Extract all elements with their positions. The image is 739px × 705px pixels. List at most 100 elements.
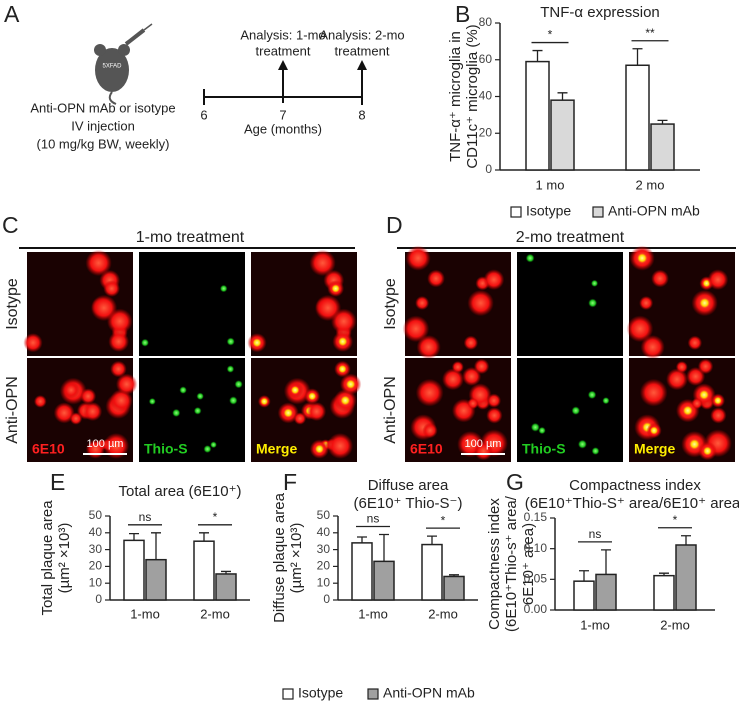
plaque bbox=[405, 245, 431, 271]
bar bbox=[550, 99, 575, 171]
core bbox=[577, 439, 587, 449]
y-tick-label: 20 bbox=[317, 559, 331, 573]
plaque bbox=[687, 335, 703, 351]
error-bar bbox=[657, 119, 668, 125]
bar bbox=[421, 543, 443, 601]
plaque bbox=[106, 308, 133, 335]
y-tick-label: 10 bbox=[317, 575, 331, 589]
core bbox=[650, 426, 659, 435]
image-bg bbox=[139, 252, 245, 356]
micrograph bbox=[139, 252, 245, 356]
chart-title: (6E10⁺Thio-S⁺ area/6E10⁺ area) bbox=[525, 495, 739, 512]
channel-label: 6E10 bbox=[32, 441, 65, 457]
x-tick-label: 2-mo bbox=[660, 617, 690, 632]
chart-title: (6E10⁺ Thio-S⁻) bbox=[354, 495, 463, 512]
plaque bbox=[330, 308, 357, 335]
error-bar bbox=[379, 533, 389, 562]
core bbox=[308, 392, 317, 401]
x-tick-label: 2 mo bbox=[636, 177, 665, 192]
core bbox=[315, 444, 324, 454]
bar bbox=[675, 544, 697, 611]
y-axis-label: (µm² ×10³) bbox=[288, 523, 305, 594]
plaque bbox=[473, 358, 490, 375]
core bbox=[346, 379, 356, 389]
y-tick-label: 30 bbox=[89, 542, 103, 556]
legend-swatch bbox=[367, 688, 379, 700]
core bbox=[331, 284, 340, 293]
significance-label: * bbox=[441, 513, 446, 527]
bar bbox=[653, 574, 675, 611]
mouse-label: 5XFAD bbox=[102, 64, 122, 70]
core bbox=[193, 406, 202, 415]
micrograph bbox=[247, 249, 357, 356]
core bbox=[172, 408, 181, 417]
bar bbox=[145, 558, 167, 601]
image-bg bbox=[139, 358, 245, 462]
x-tick-label: 1 mo bbox=[536, 177, 565, 192]
channel-label: Thio-S bbox=[522, 441, 566, 457]
row-label: Isotype bbox=[382, 278, 399, 330]
bar bbox=[123, 539, 145, 601]
micrograph bbox=[402, 245, 511, 360]
legend-label: Anti-OPN mAb bbox=[383, 685, 475, 701]
chart-title: Diffuse area bbox=[368, 477, 449, 494]
bar bbox=[595, 573, 617, 611]
analysis-text: Analysis: 1-mo bbox=[240, 27, 325, 42]
legend-swatch bbox=[510, 206, 522, 218]
legend-label: Isotype bbox=[298, 685, 343, 701]
chart-title: Total area (6E10⁺) bbox=[119, 483, 242, 500]
channel-label: Thio-S bbox=[144, 441, 188, 457]
plaque bbox=[416, 335, 441, 360]
image-bg bbox=[517, 358, 623, 462]
y-tick-label: 30 bbox=[317, 542, 331, 556]
micrograph bbox=[517, 252, 623, 356]
significance-label: ns bbox=[139, 510, 152, 524]
chart-title: Compactness index bbox=[569, 477, 701, 494]
core bbox=[591, 447, 600, 455]
x-tick-label: 1-mo bbox=[580, 617, 610, 632]
plaque bbox=[467, 289, 494, 317]
core bbox=[283, 408, 293, 418]
y-tick-label: 40 bbox=[89, 525, 103, 539]
plaque bbox=[115, 373, 138, 395]
chart-title: TNF-α expression bbox=[540, 4, 660, 21]
image-bg bbox=[517, 252, 623, 356]
channel-label: Merge bbox=[634, 441, 675, 457]
analysis-text: treatment bbox=[256, 43, 311, 58]
plaque bbox=[691, 397, 703, 410]
y-tick-label: 0.05 bbox=[524, 572, 548, 586]
plaque bbox=[707, 269, 729, 291]
panel-letter: A bbox=[4, 1, 20, 27]
core bbox=[234, 380, 243, 389]
plaque bbox=[666, 368, 688, 391]
y-tick-label: 0.00 bbox=[524, 602, 548, 616]
scale-label: 100 µm bbox=[465, 438, 502, 450]
y-tick-label: 40 bbox=[479, 89, 493, 103]
core bbox=[203, 445, 212, 453]
bar bbox=[573, 580, 595, 611]
error-bar bbox=[151, 532, 161, 560]
y-tick-label: 20 bbox=[479, 125, 493, 139]
plaque bbox=[474, 441, 493, 461]
y-axis-label: TNF-α⁺ microglia in bbox=[447, 31, 464, 162]
channel-label: Merge bbox=[256, 441, 297, 457]
plaque bbox=[69, 412, 83, 425]
core bbox=[538, 426, 546, 435]
injection-text: (10 mg/kg BW, weekly) bbox=[37, 136, 170, 151]
core bbox=[338, 364, 347, 374]
timeline-label: Age (months) bbox=[244, 121, 322, 136]
plaque bbox=[103, 280, 121, 297]
y-tick-label: 0.15 bbox=[524, 510, 548, 524]
y-tick-label: 0 bbox=[485, 162, 492, 176]
plaque bbox=[651, 269, 669, 288]
core bbox=[226, 365, 235, 373]
y-axis-label: Compactness index bbox=[486, 498, 503, 630]
bar bbox=[351, 542, 373, 601]
legend-label: Anti-OPN mAb bbox=[608, 203, 700, 219]
plaque bbox=[110, 360, 127, 378]
plaque bbox=[483, 269, 505, 291]
analysis-text: Analysis: 2-mo bbox=[319, 27, 404, 42]
error-bar bbox=[532, 49, 543, 62]
bar bbox=[215, 573, 237, 601]
